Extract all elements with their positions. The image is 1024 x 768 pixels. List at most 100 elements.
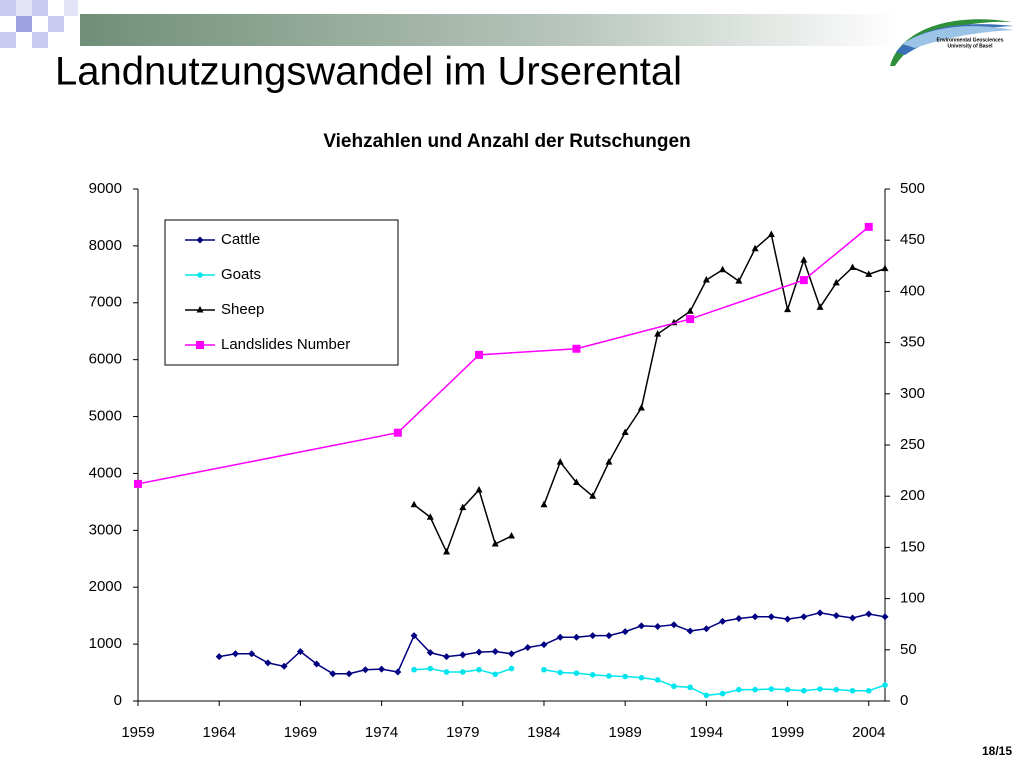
header-decoration — [0, 0, 900, 48]
marker — [197, 272, 203, 278]
x-tick-label: 1959 — [121, 724, 154, 741]
marker — [475, 485, 483, 493]
y2-tick-label: 450 — [900, 231, 925, 248]
marker — [459, 651, 467, 659]
y-tick-label: 5000 — [89, 408, 122, 425]
marker — [393, 428, 402, 437]
marker — [541, 666, 547, 673]
marker — [686, 315, 695, 324]
marker — [361, 666, 369, 674]
marker — [196, 306, 204, 313]
marker — [621, 628, 629, 636]
marker — [492, 671, 499, 678]
page-number: 18/15 — [982, 744, 1012, 758]
marker — [816, 303, 824, 310]
x-tick-label: 1964 — [203, 724, 236, 741]
marker — [784, 615, 792, 623]
marker — [378, 665, 386, 673]
marker — [329, 670, 337, 678]
marker — [687, 684, 693, 691]
marker — [589, 632, 597, 640]
marker — [491, 539, 499, 547]
y2-tick-label: 50 — [900, 641, 917, 658]
marker — [702, 625, 710, 633]
marker — [735, 277, 743, 284]
y2-tick-label: 500 — [900, 180, 925, 197]
marker — [589, 492, 597, 499]
y-tick-label: 9000 — [89, 180, 122, 197]
x-tick-label: 1979 — [446, 724, 479, 741]
logo-text: Environmental Geosciences — [937, 37, 1004, 43]
y-tick-label: 3000 — [89, 521, 122, 538]
marker — [799, 276, 808, 285]
marker — [702, 276, 710, 283]
marker — [670, 621, 678, 629]
marker — [196, 236, 204, 244]
marker — [654, 622, 662, 630]
x-tick-label: 1999 — [771, 724, 804, 741]
marker — [784, 686, 791, 693]
marker — [849, 687, 856, 694]
y2-tick-label: 100 — [900, 590, 925, 607]
marker — [540, 641, 548, 649]
y2-tick-label: 250 — [900, 436, 925, 453]
marker — [638, 674, 645, 681]
x-tick-label: 2004 — [852, 724, 885, 741]
marker — [703, 692, 710, 699]
y-tick-label: 1000 — [89, 635, 122, 652]
marker — [719, 265, 727, 273]
marker — [410, 500, 418, 508]
marker — [572, 344, 581, 353]
marker — [816, 609, 824, 617]
marker — [865, 270, 873, 277]
y-tick-label: 2000 — [89, 578, 122, 595]
marker — [524, 644, 532, 652]
marker — [443, 547, 451, 555]
marker — [476, 666, 482, 673]
marker — [459, 669, 466, 675]
x-tick-label: 1974 — [365, 724, 398, 741]
marker — [508, 665, 515, 672]
marker — [605, 632, 613, 640]
series-line — [413, 233, 886, 554]
marker — [622, 673, 628, 680]
slide-title: Landnutzungswandel im Urserental — [55, 50, 682, 94]
marker — [833, 686, 840, 693]
marker — [654, 330, 662, 337]
marker — [637, 404, 645, 411]
marker — [427, 665, 434, 672]
marker — [849, 263, 857, 271]
y-tick-label: 0 — [114, 692, 122, 709]
marker — [736, 686, 742, 693]
marker — [556, 633, 564, 641]
logo-text: University of Basel — [947, 43, 993, 49]
marker — [491, 648, 499, 656]
marker — [686, 307, 694, 314]
marker — [556, 458, 564, 465]
marker — [134, 479, 142, 488]
marker — [767, 613, 775, 621]
marker — [800, 613, 808, 621]
marker — [832, 278, 840, 286]
marker — [572, 478, 580, 486]
marker — [864, 222, 873, 231]
y2-tick-label: 200 — [900, 487, 925, 504]
x-tick-label: 1984 — [527, 724, 560, 741]
marker — [735, 615, 743, 623]
marker — [426, 649, 434, 657]
marker — [637, 622, 645, 630]
legend-label: Landslides Number — [221, 336, 350, 353]
marker — [865, 610, 873, 618]
marker — [832, 612, 840, 620]
marker — [849, 614, 857, 622]
x-tick-label: 1989 — [608, 724, 641, 741]
marker — [800, 256, 808, 263]
y2-tick-label: 300 — [900, 385, 925, 402]
marker — [231, 650, 239, 658]
marker — [443, 653, 451, 661]
y-tick-label: 6000 — [89, 351, 122, 368]
marker — [508, 650, 515, 658]
chart-title: Viehzahlen und Anzahl der Rutschungen — [323, 131, 690, 152]
marker — [751, 244, 759, 252]
